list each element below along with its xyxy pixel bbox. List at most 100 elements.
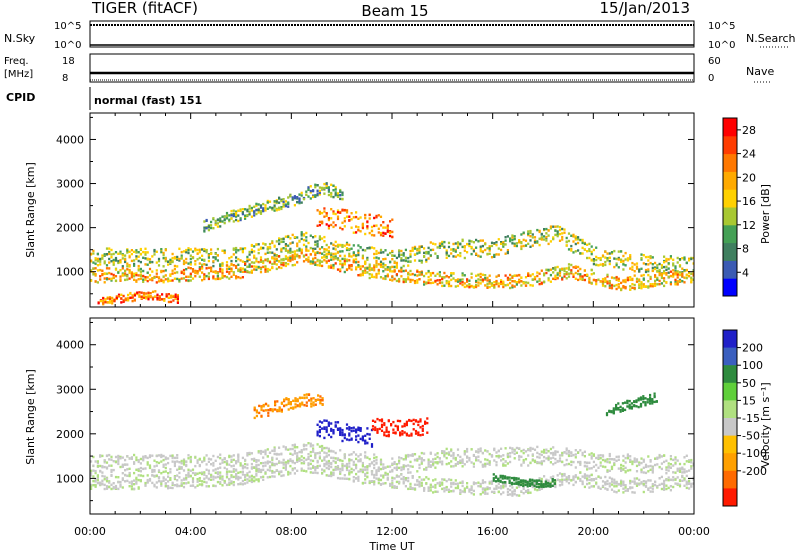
power-cell <box>626 278 629 282</box>
velocity-cell <box>185 476 188 480</box>
power-cell <box>151 260 154 264</box>
power-cell <box>133 259 136 262</box>
velocity-cell <box>355 431 358 434</box>
velocity-cell <box>248 475 251 478</box>
velocity-cell <box>212 478 215 481</box>
power-cell <box>318 210 321 214</box>
velocity-cell <box>563 478 566 481</box>
velocity-cell <box>445 488 448 492</box>
velocity-cell <box>94 485 97 488</box>
power-cell <box>126 268 129 271</box>
velocity-cell <box>658 483 661 486</box>
power-cell <box>486 252 489 256</box>
power-cell <box>350 268 353 271</box>
power-cell <box>225 211 229 215</box>
power-cell <box>205 274 208 278</box>
power-cell <box>685 261 688 265</box>
power-cell <box>316 209 319 212</box>
power-cell <box>105 253 109 256</box>
velocity-cell <box>239 476 242 479</box>
power-cell <box>567 266 571 269</box>
power-cell <box>527 274 530 277</box>
power-cell <box>230 262 233 266</box>
power-cell <box>660 282 663 285</box>
velocity-cell <box>323 462 326 466</box>
velocity-cell <box>284 468 287 471</box>
power-cell <box>194 271 197 275</box>
velocity-cell <box>124 458 127 462</box>
power-cell <box>345 211 349 214</box>
velocity-cell <box>126 455 129 458</box>
velocity-cell <box>282 445 285 448</box>
velocity-cell <box>572 475 575 478</box>
power-cell <box>321 222 324 225</box>
velocity-cell <box>429 460 432 463</box>
power-cell <box>154 290 157 293</box>
velocity-cell <box>92 455 95 459</box>
power-cell <box>289 242 292 245</box>
velocity-cell <box>642 471 645 474</box>
velocity-cell <box>441 481 444 484</box>
power-cell <box>511 284 514 287</box>
power-cell <box>305 253 308 257</box>
velocity-cell <box>400 457 403 460</box>
power-cell <box>241 212 244 216</box>
velocity-cell <box>493 448 496 451</box>
velocity-cell <box>278 471 281 474</box>
velocity-cell <box>404 477 407 480</box>
power-cell <box>223 218 226 221</box>
power-cell <box>481 239 484 242</box>
power-cell <box>275 263 278 266</box>
velocity-cell <box>452 452 455 455</box>
velocity-cell <box>110 470 113 473</box>
velocity-cell <box>452 465 455 468</box>
velocity-cell <box>316 460 319 464</box>
velocity-cell <box>198 458 201 461</box>
velocity-cell <box>384 466 387 469</box>
power-cell <box>348 219 351 222</box>
power-cell <box>112 261 115 265</box>
power-cell <box>586 243 589 246</box>
power-cell <box>391 275 394 278</box>
power-cell <box>332 184 335 187</box>
velocity-cell <box>278 460 281 463</box>
power-cell <box>558 274 562 277</box>
power-cell <box>468 239 471 242</box>
velocity-cell <box>157 480 161 483</box>
power-cell <box>660 272 663 276</box>
velocity-cell <box>411 487 414 491</box>
velocity-cell <box>452 454 455 457</box>
velocity-cell <box>479 449 482 453</box>
power-cell <box>533 278 537 281</box>
power-cell <box>146 276 149 279</box>
velocity-cell <box>642 460 645 463</box>
power-cell <box>173 267 176 271</box>
power-cell <box>273 254 276 257</box>
velocity-cell <box>291 444 294 447</box>
power-cell <box>122 294 125 298</box>
velocity-cell <box>274 402 277 405</box>
velocity-cell <box>665 478 668 481</box>
power-cell <box>429 281 432 285</box>
power-cell <box>312 236 315 239</box>
velocity-cell <box>622 464 625 468</box>
velocity-cell <box>348 426 351 429</box>
power-cell <box>117 271 120 274</box>
velocity-cell <box>581 475 584 478</box>
power-cell <box>330 191 333 195</box>
velocity-cell <box>620 469 623 472</box>
power-cell <box>119 252 122 255</box>
power-cell <box>590 245 593 248</box>
power-cell <box>579 238 582 242</box>
velocity-cell <box>595 481 598 484</box>
power-cell <box>660 264 663 267</box>
velocity-cell <box>493 490 496 494</box>
velocity-cell <box>479 447 482 450</box>
velocity-cell <box>302 469 306 472</box>
velocity-cell <box>463 490 466 494</box>
power-cell <box>500 241 503 244</box>
power-cell <box>124 274 127 277</box>
velocity-cell <box>173 484 176 487</box>
power-cell <box>493 286 496 289</box>
